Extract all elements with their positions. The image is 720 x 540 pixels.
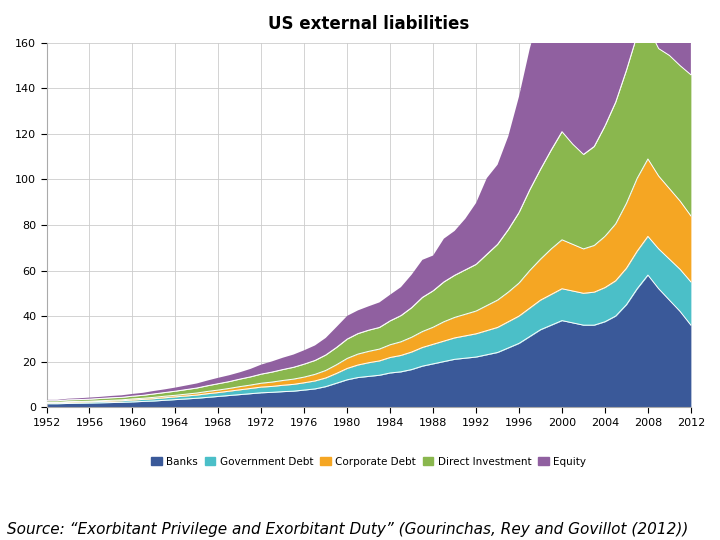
Text: Source: “Exorbitant Privilege and Exorbitant Duty” (Gourinchas, Rey and Govillot: Source: “Exorbitant Privilege and Exorbi… [7, 522, 688, 537]
Legend: Banks, Government Debt, Corporate Debt, Direct Investment, Equity: Banks, Government Debt, Corporate Debt, … [147, 453, 590, 471]
Title: US external liabilities: US external liabilities [268, 15, 469, 33]
